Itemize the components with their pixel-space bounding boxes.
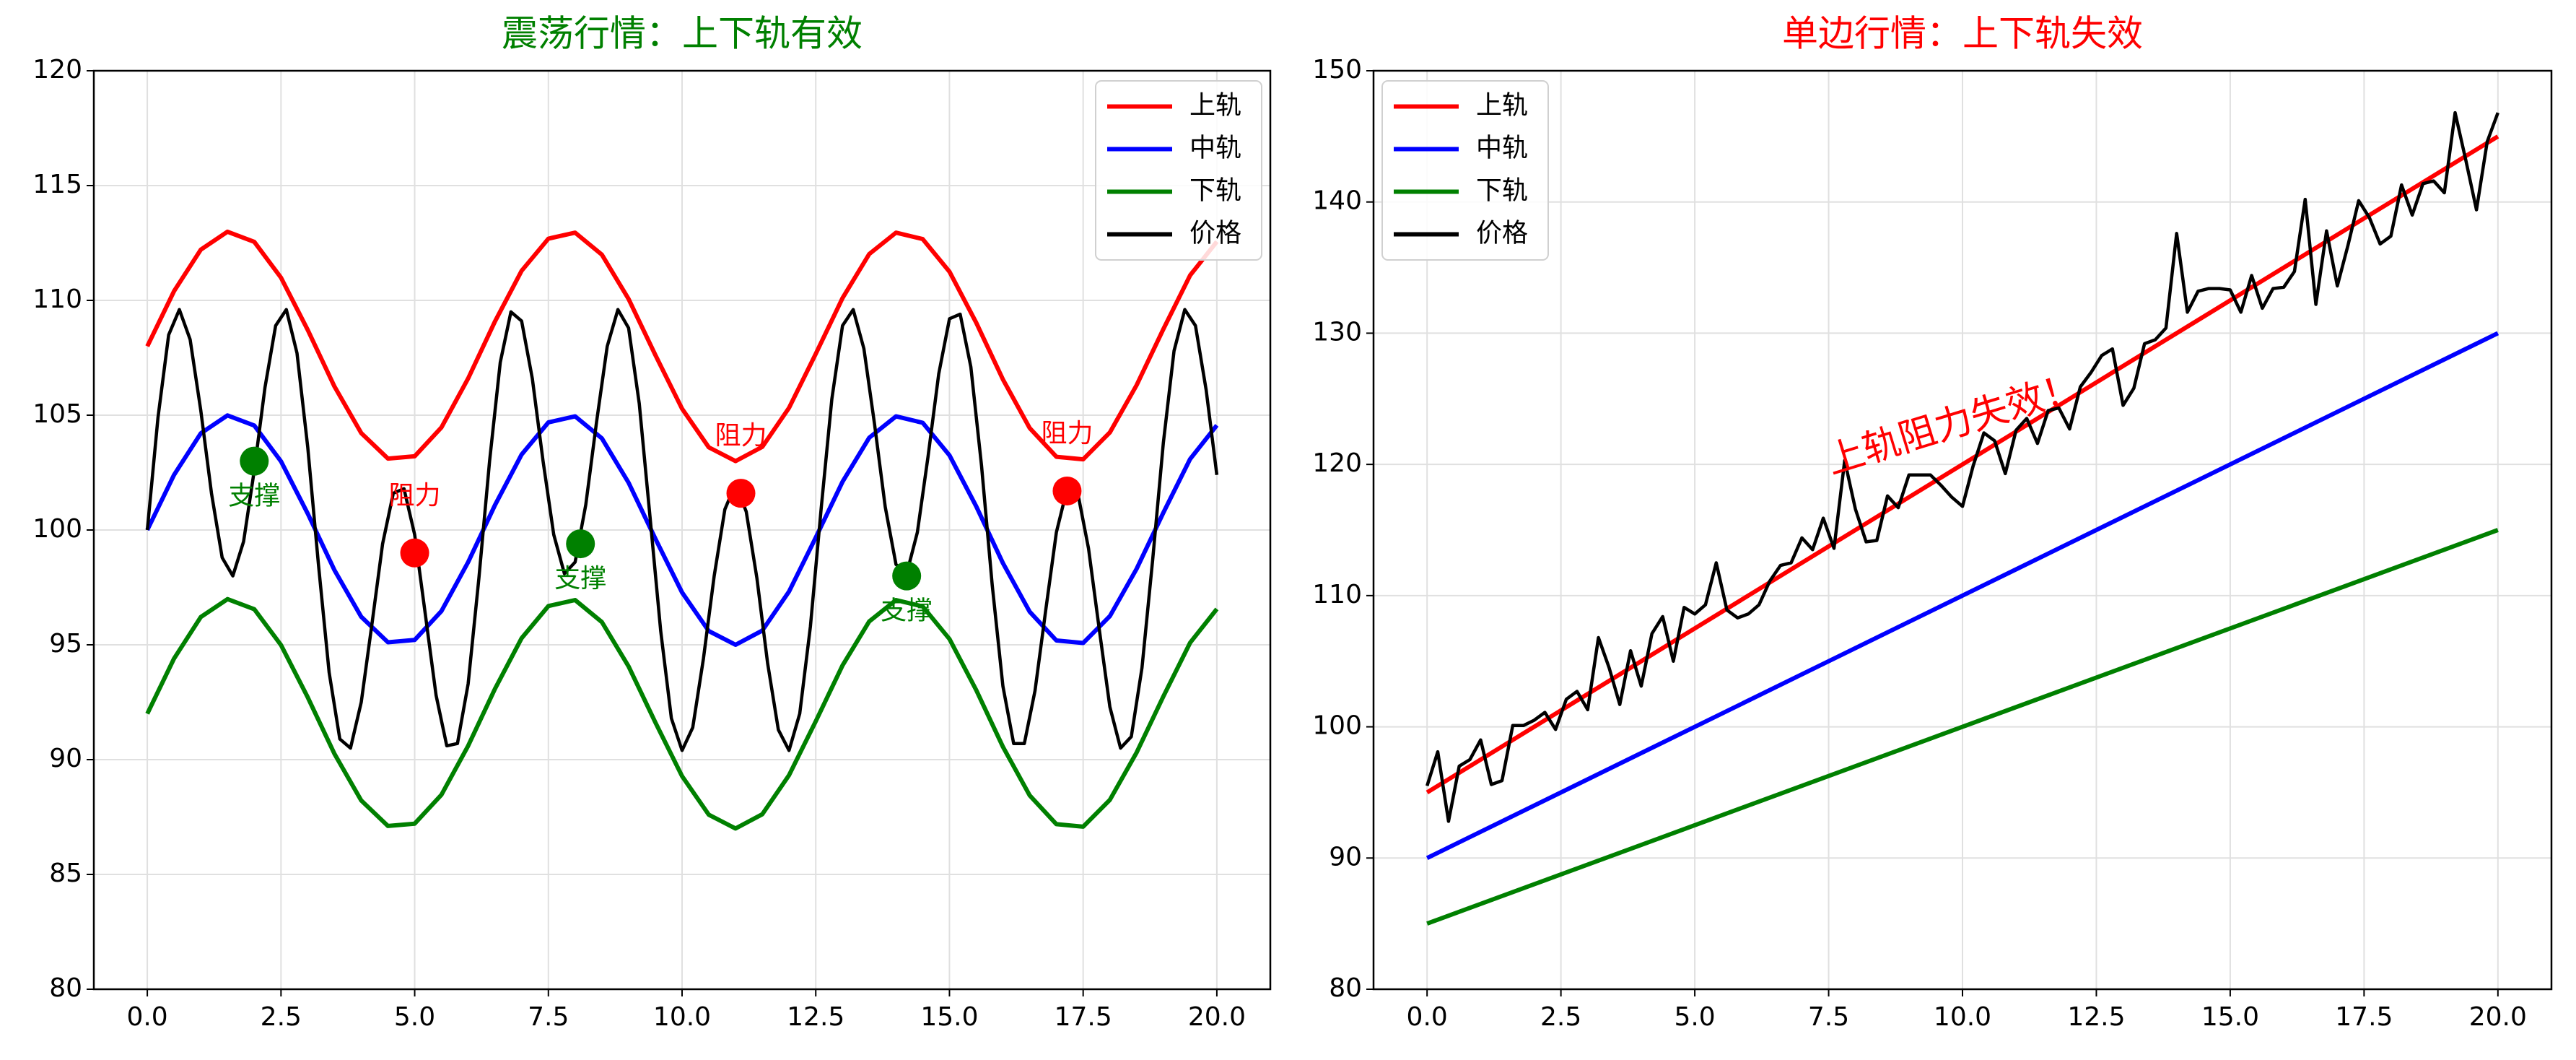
axes-frame [1372,69,2553,991]
marker [1052,476,1082,505]
y-tick-label: 120 [1312,448,1362,478]
y-tick-label: 100 [32,514,82,544]
legend-label: 价格 [1189,219,1241,248]
x-tick-label: 10.0 [1934,1002,1991,1032]
x-tick-label: 2.5 [261,1002,302,1032]
marker [726,479,756,508]
legend-box [1095,80,1262,261]
marker [566,529,595,559]
y-tick-label: 90 [1329,842,1362,872]
y-tick-label: 110 [1312,580,1362,609]
x-tick-label: 20.0 [1188,1002,1246,1032]
marker [400,538,429,568]
x-tick-label: 0.0 [126,1002,167,1032]
x-tick-label: 5.0 [1674,1002,1715,1032]
legend-box [1381,80,1549,261]
series-line [145,413,1219,647]
legend-label: 上轨 [1189,91,1241,121]
legend-label: 中轨 [1476,134,1528,163]
series-line [145,596,1219,831]
y-tick-label: 80 [49,973,82,1003]
x-tick-label: 10.0 [653,1002,711,1032]
y-tick-label: 105 [32,399,82,429]
x-tick-label: 12.5 [787,1002,844,1032]
x-tick-label: 7.5 [528,1002,569,1032]
legend-label: 中轨 [1189,134,1241,163]
series-line [145,308,1219,752]
annotation: 上轨阻力失效！ [1822,365,2086,483]
y-tick-label: 130 [1312,317,1362,347]
y-tick-label: 80 [1329,973,1362,1003]
y-tick-label: 150 [1312,55,1362,84]
legend-label: 价格 [1476,219,1528,248]
y-tick-label: 110 [32,284,82,314]
x-tick-label: 17.5 [1055,1002,1112,1032]
legend-label: 下轨 [1476,176,1528,206]
y-tick-label: 140 [1312,186,1362,216]
marker [892,561,922,591]
marker-label: 支撑 [881,596,933,626]
x-tick-label: 7.5 [1808,1002,1849,1032]
legend-label: 上轨 [1476,91,1528,121]
x-tick-label: 17.5 [2335,1002,2393,1032]
marker-label: 阻力 [1041,419,1093,448]
legend-label: 下轨 [1189,176,1241,206]
x-tick-label: 15.0 [2201,1002,2259,1032]
axes-frame [92,69,1272,991]
series-line [1425,331,2499,860]
y-tick-label: 95 [49,629,82,659]
y-tick-label: 120 [32,55,82,84]
marker [240,446,269,476]
marker-label: 阻力 [715,421,767,451]
x-tick-label: 2.5 [1540,1002,1581,1032]
marker-label: 支撑 [554,564,606,594]
series-line [1425,110,2499,823]
y-tick-label: 115 [32,170,82,199]
marker-label: 支撑 [228,482,280,511]
marker-label: 阻力 [389,481,441,511]
chart-title: 震荡行情：上下轨有效 [502,13,863,55]
chart-title: 单边行情：上下轨失效 [1782,13,2143,55]
x-tick-label: 5.0 [394,1002,435,1032]
series-line [1426,528,2499,926]
x-tick-label: 15.0 [920,1002,978,1032]
x-tick-label: 20.0 [2469,1002,2527,1032]
series-line [1425,134,2499,794]
series-line [145,229,1219,464]
y-tick-label: 85 [49,859,82,888]
y-tick-label: 100 [1312,711,1362,741]
x-tick-label: 12.5 [2067,1002,2125,1032]
x-tick-label: 0.0 [1407,1002,1448,1032]
y-tick-label: 90 [49,744,82,773]
